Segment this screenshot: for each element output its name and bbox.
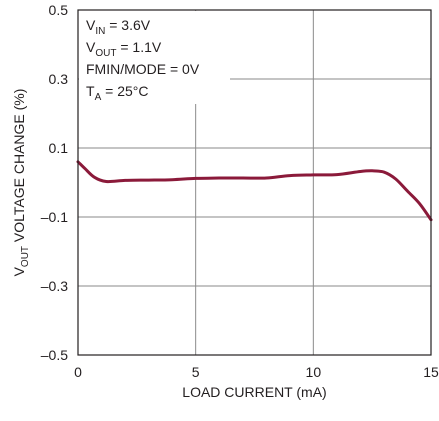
annotation-rest: = 25°C [101, 83, 148, 99]
y-axis-title-main: V [11, 266, 27, 276]
annotation-main: FMIN/MODE = 0V [86, 61, 200, 77]
series-group [76, 160, 433, 222]
annotation-line: FMIN/MODE = 0V [86, 61, 200, 77]
annotation-subscript: OUT [95, 48, 116, 59]
annotation-background [79, 11, 230, 104]
x-tick-label: 5 [192, 364, 200, 380]
annotation-line: VIN = 3.6V [86, 17, 151, 37]
x-tick-label: 10 [306, 364, 322, 380]
y-tick-label: –0.5 [41, 347, 68, 363]
annotation-line: TA = 25°C [86, 83, 148, 103]
y-axis-title-subscript: OUT [20, 246, 31, 267]
y-axis-title: VOUT VOLTAGE CHANGE (%) [11, 89, 31, 277]
y-tick-label: –0.1 [41, 209, 68, 225]
x-tick-labels: 0 5 10 15 [74, 364, 439, 380]
y-tick-labels: 0.5 0.3 0.1 –0.1 –0.3 –0.5 [41, 2, 68, 363]
annotation-main: V [86, 39, 96, 55]
y-tick-label: 0.3 [49, 71, 69, 87]
annotation-main: T [86, 83, 95, 99]
y-tick-label: –0.3 [41, 278, 68, 294]
annotation-subscript: A [95, 92, 102, 103]
x-tick-label: 0 [74, 364, 82, 380]
x-tick-label: 15 [423, 364, 439, 380]
series-line [76, 160, 433, 222]
plot-frame [77, 9, 432, 356]
annotation-line: VOUT = 1.1V [86, 39, 162, 59]
y-tick-label: 0.5 [49, 2, 69, 18]
annotation-main: V [86, 17, 96, 33]
annotation-rest: = 3.6V [105, 17, 150, 33]
annotation-subscript: IN [95, 26, 105, 37]
y-axis-title-rest: VOLTAGE CHANGE (%) [11, 89, 27, 246]
annotation-rest: = 1.1V [116, 39, 161, 55]
x-axis-title: LOAD CURRENT (mA) [182, 384, 326, 400]
y-tick-label: 0.1 [49, 140, 69, 156]
